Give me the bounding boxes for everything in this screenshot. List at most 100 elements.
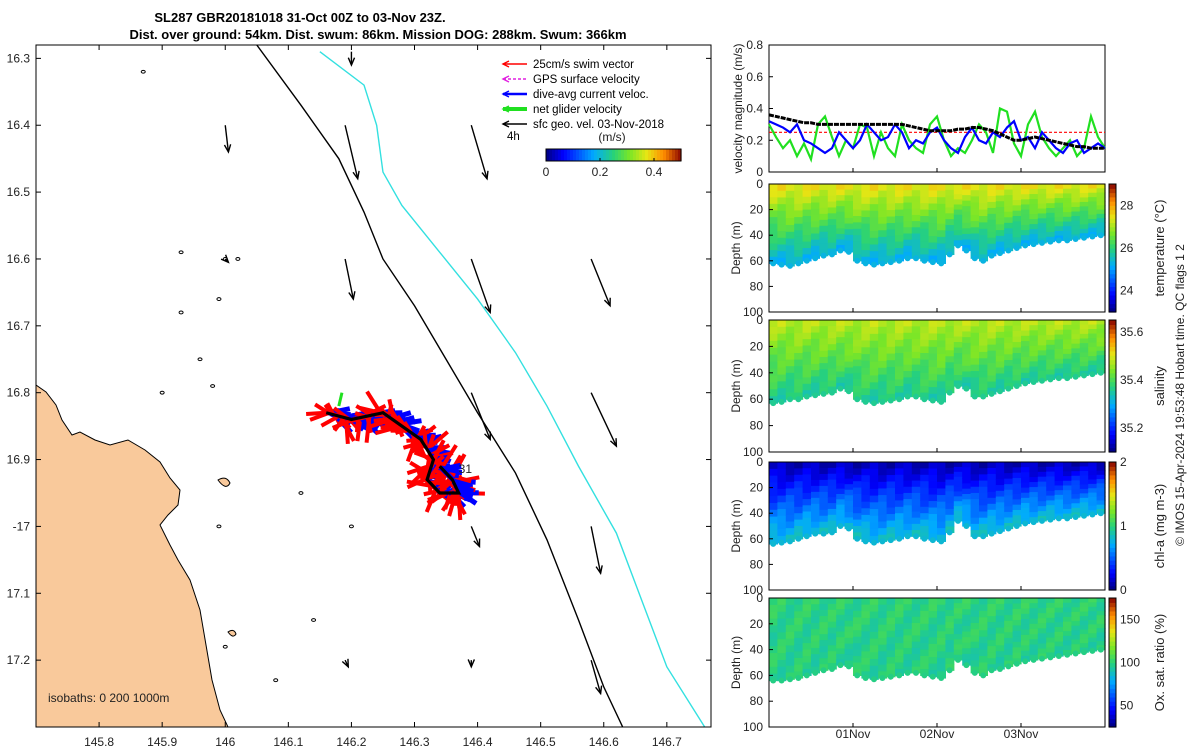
- section-cell: [928, 197, 938, 205]
- section-bottom-dot: [988, 390, 995, 397]
- section-cell: [995, 331, 1005, 339]
- section-cell: [911, 629, 921, 637]
- section-cell: [895, 487, 904, 495]
- section-cell: [953, 486, 963, 493]
- section-cell: [1088, 620, 1098, 626]
- section-cell: [995, 367, 1005, 375]
- section-cell: [811, 363, 820, 371]
- section-cell: [911, 227, 921, 235]
- section-colorbar-cell: [1109, 645, 1116, 651]
- section-cell: [987, 467, 997, 475]
- section-cell: [1029, 472, 1039, 478]
- section-cell: [1046, 466, 1056, 473]
- section-cell: [1046, 627, 1056, 634]
- section-cell: [769, 653, 778, 661]
- section-cell: [987, 610, 997, 617]
- section-cell: [794, 320, 804, 328]
- section-cell: [903, 233, 913, 241]
- section-cell: [836, 184, 846, 191]
- section-cell: [836, 377, 846, 384]
- section-cell: [1012, 603, 1022, 610]
- section-cell: [1021, 224, 1030, 231]
- section-y-tick-label: 60: [750, 668, 764, 682]
- section-cell: [1096, 222, 1106, 228]
- section-cell: [878, 223, 888, 231]
- section-bottom-dot: [854, 535, 861, 542]
- section-cell: [937, 508, 946, 516]
- reef: [210, 384, 216, 388]
- section-cell: [853, 481, 862, 489]
- section-cell: [911, 505, 921, 513]
- section-bottom-dot: [812, 255, 819, 262]
- section-cell: [1046, 612, 1056, 619]
- section-cell: [962, 195, 972, 202]
- section-colorbar-cell: [1109, 658, 1116, 664]
- section-cell: [1063, 329, 1072, 336]
- section-cell: [769, 368, 778, 377]
- section-cell: [785, 184, 795, 192]
- section-colorbar-cell: [1109, 521, 1116, 527]
- section-cell: [886, 657, 896, 665]
- section-cell: [1021, 508, 1030, 514]
- section-cell: [953, 466, 963, 473]
- section-colorbar-cell: [1109, 386, 1116, 391]
- section-cell: [1063, 207, 1072, 213]
- section-cell: [1046, 364, 1056, 371]
- section-cell: [1071, 188, 1081, 194]
- section-cell: [827, 497, 837, 504]
- map-y-tick-label: 16.6: [7, 252, 31, 266]
- geo-vector: [590, 526, 602, 574]
- section-cell: [1088, 351, 1098, 357]
- section-cell: [979, 598, 988, 606]
- section-cell: [920, 184, 930, 191]
- section-cell: [1063, 230, 1072, 237]
- section-cell: [886, 353, 896, 361]
- section-cell: [1079, 324, 1089, 330]
- section-cell: [911, 196, 921, 204]
- section-cell: [1012, 342, 1022, 349]
- section-cell: [827, 368, 837, 376]
- section-cell: [1063, 485, 1072, 491]
- section-cell: [1079, 607, 1089, 613]
- section-cell: [1096, 226, 1106, 232]
- section-cell: [1079, 634, 1089, 640]
- section-cell: [1054, 230, 1064, 237]
- section-cell: [869, 665, 879, 674]
- section-cell: [1021, 629, 1030, 636]
- speed-colorbar: 0 0.2 0.4: [543, 148, 682, 179]
- section-cell: [827, 184, 837, 191]
- section-cell: [1054, 212, 1064, 218]
- section-cell: [920, 326, 930, 334]
- section-cell: [769, 611, 778, 620]
- section-cell: [785, 259, 795, 267]
- colorbar-cell: [588, 149, 592, 161]
- section-cell: [1037, 623, 1047, 629]
- section-bottom-dot: [862, 398, 869, 405]
- section-cell: [769, 375, 778, 383]
- section-cell: [769, 203, 778, 212]
- section-cell: [945, 616, 955, 623]
- section-cell: [836, 342, 846, 350]
- section-cell: [937, 236, 946, 245]
- section-cell: [769, 236, 778, 245]
- section-cell: [895, 526, 904, 533]
- section-cell: [987, 473, 997, 481]
- section-bottom-dot: [1022, 242, 1029, 249]
- section-cell: [861, 637, 871, 646]
- section-cell: [844, 517, 854, 524]
- section-cell: [1046, 647, 1056, 653]
- section-cell: [1063, 602, 1072, 609]
- section-cell: [785, 218, 795, 226]
- section-cell: [836, 211, 846, 218]
- section-cell: [802, 339, 812, 347]
- section-cell: [827, 491, 837, 498]
- section-cell: [903, 377, 913, 385]
- section-cell: [1079, 488, 1089, 494]
- section-cell: [1004, 239, 1014, 246]
- section-cell: [1029, 189, 1039, 195]
- section-cell: [987, 381, 997, 389]
- section-cell: [878, 671, 888, 679]
- section-cell: [811, 202, 820, 210]
- section-cell: [827, 615, 837, 623]
